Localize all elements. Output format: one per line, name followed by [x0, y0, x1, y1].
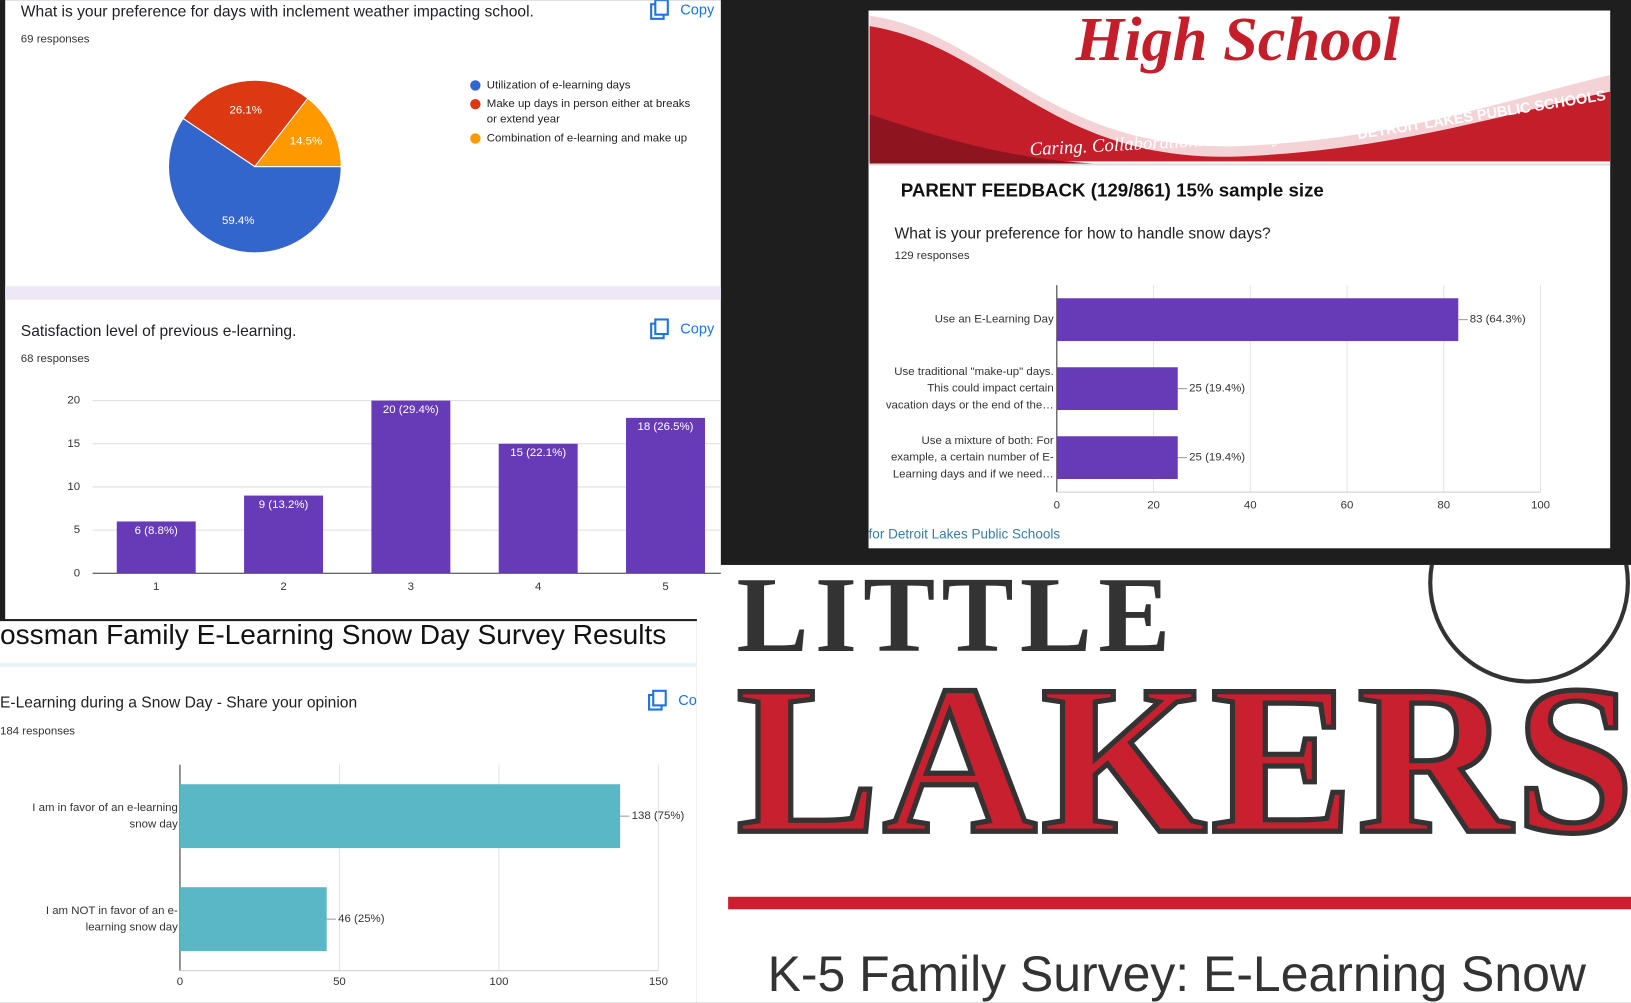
x-tick-label: 0 [177, 976, 183, 988]
y-tick-label: 20 [67, 395, 80, 407]
x-tick-label: 100 [1531, 500, 1550, 512]
y-tick-label: 0 [74, 567, 80, 579]
x-tick-label: 50 [333, 976, 346, 988]
value-label: 20 (29.4%) [383, 404, 439, 416]
logo-line1: LITTLE [736, 556, 1176, 675]
x-tick-label: 80 [1437, 500, 1450, 512]
bar [116, 521, 196, 574]
logo-arc [1428, 564, 1630, 684]
response-count: 184 responses [0, 725, 75, 737]
copy-icon [654, 318, 669, 336]
pie-slice [182, 79, 309, 168]
bar [179, 784, 621, 849]
x-tick-label: 60 [1341, 500, 1354, 512]
x-tick-label: 0 [1054, 500, 1060, 512]
chart: PARENT FEEDBACK (129/861) 15% sample siz… [869, 179, 1551, 541]
x-tick-label: 2 [280, 581, 286, 593]
x-tick-label: 4 [535, 581, 542, 593]
value-label: 18 (26.5%) [638, 421, 694, 433]
chart: ossman Family E-Learning Snow Day Survey… [0, 619, 713, 988]
footer: for Detroit Lakes Public Schools [869, 526, 1061, 541]
x-tick-label: 40 [1244, 500, 1257, 512]
y-tick-label: 10 [67, 481, 80, 493]
copy-button[interactable]: Copy [680, 322, 715, 338]
x-tick-label: 1 [153, 581, 159, 593]
y-tick-label: I am NOT in favor of an e-learning snow … [46, 905, 178, 934]
panel [696, 564, 1631, 1003]
bar [498, 443, 578, 574]
copy-button[interactable]: Copy [678, 693, 713, 709]
chart-heading: ossman Family E-Learning Snow Day Survey… [0, 619, 666, 650]
swoosh [869, 114, 1145, 165]
value-label: 15 (22.1%) [510, 447, 566, 459]
red-band [728, 896, 1631, 910]
y-tick-label: 5 [74, 524, 80, 536]
legend-label: Utilization of e-learning days [487, 79, 631, 91]
chart-heading: PARENT FEEDBACK (129/861) 15% sample siz… [901, 179, 1324, 200]
copy-button[interactable]: Copy [680, 2, 715, 18]
response-count: 129 responses [895, 250, 970, 262]
y-tick-label: 15 [67, 438, 80, 450]
separator [0, 662, 697, 667]
logo: LITTLE LAKERS K-5 Family Survey: E-Learn… [728, 556, 1631, 1002]
y-tick-label: Use an E-Learning Day [935, 314, 1054, 326]
chart-title: What is your preference for days with in… [21, 4, 534, 21]
legend-swatch [470, 80, 481, 91]
chart: What is your preference for days with in… [21, 0, 715, 254]
y-tick-label: I am in favor of an e-learning snow day [32, 802, 178, 831]
legend-swatch [470, 98, 481, 110]
slice-label: 26.1% [230, 104, 262, 116]
x-tick-label: 3 [408, 581, 414, 593]
legend-swatch [470, 133, 481, 144]
survey-title: K-5 Family Survey: E-Learning Snow [768, 946, 1587, 1002]
y-tick-label: Use a mixture of both: For example, a cer… [891, 435, 1054, 480]
value-label: 6 (8.8%) [135, 525, 178, 537]
pie-slice [253, 97, 342, 168]
value-label: 9 (13.2%) [259, 499, 309, 511]
bar [1056, 436, 1178, 480]
swoosh [869, 26, 1611, 162]
banner-title: High School [1075, 5, 1401, 74]
value-label: 46 (25%) [338, 913, 385, 925]
chart: Satisfaction level of previous e-learnin… [21, 318, 721, 593]
y-tick-label: Use traditional "make-up" days. This coul… [886, 366, 1054, 411]
bar [626, 417, 705, 574]
banner: High School Caring. Collaboration. Creat… [869, 5, 1611, 166]
copy-icon [654, 0, 669, 16]
response-count: 68 responses [21, 353, 90, 365]
value-label: 138 (75%) [632, 810, 685, 822]
chart-title: What is your preference for how to handl… [895, 225, 1272, 242]
chart-title: E-Learning during a Snow Day - Share you… [0, 694, 357, 711]
legend-label: Combination of e-learning and make up [487, 132, 687, 144]
copy-icon [652, 689, 667, 707]
value-label: 25 (19.4%) [1189, 383, 1245, 395]
pie-slice [168, 117, 342, 254]
slice-label: 59.4% [222, 215, 254, 227]
x-tick-label: 20 [1147, 500, 1160, 512]
x-tick-label: 150 [649, 976, 668, 988]
bar [1056, 298, 1459, 342]
logo-line2: LAKERS [736, 642, 1631, 878]
bar [179, 887, 327, 952]
separator [5, 286, 721, 300]
slice-label: 14.5% [290, 136, 322, 148]
legend-label: Make up days in person either at breaks o… [487, 98, 691, 126]
value-label: 25 (19.4%) [1189, 452, 1245, 464]
bar [1056, 367, 1178, 411]
x-tick-label: 100 [489, 976, 508, 988]
value-label: 83 (64.3%) [1470, 314, 1526, 326]
chart-title: Satisfaction level of previous e-learnin… [21, 323, 297, 340]
response-count: 69 responses [21, 34, 90, 46]
bar [244, 495, 324, 574]
panel [5, 0, 721, 620]
bar [371, 400, 451, 574]
x-tick-label: 5 [662, 581, 668, 593]
